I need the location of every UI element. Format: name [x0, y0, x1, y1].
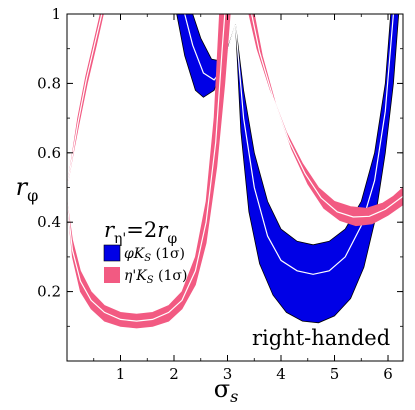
y-tick-label-0.8: 0.8 [37, 74, 61, 92]
legend-label-phiks: φKS (1σ) [124, 246, 185, 264]
plot-background [67, 14, 403, 361]
legend-label-phiks-suffix: (1σ) [151, 246, 185, 262]
legend-label-phiks-text: φK [124, 246, 146, 262]
centerline-phiks-0 [184, 14, 237, 81]
y-axis-label: rφ [16, 173, 39, 205]
band-phiks-1 [235, 14, 400, 324]
centerline-etaks-0 [67, 14, 103, 188]
legend-label-etaks-text: η'K [124, 268, 148, 284]
x-tick-label-1: 1 [116, 365, 126, 383]
legend-title-rhs-sub: φ [167, 231, 177, 247]
centerline-etaks-2 [251, 14, 403, 218]
legend-swatch-phiks [103, 244, 121, 262]
legend-label-etaks: η'KS (1σ) [124, 268, 187, 286]
legend: rη'=2rφ φKS (1σ) η'KS (1σ) [103, 218, 187, 286]
x-tick-label-4: 4 [276, 365, 286, 383]
x-tick-label-3: 3 [223, 365, 233, 383]
y-axis-label-sub: φ [27, 186, 38, 205]
y-tick-label-1: 1 [51, 5, 61, 23]
legend-title: rη'=2rφ [104, 218, 177, 247]
x-axis-label-sub: s [230, 387, 238, 406]
bands-layer [67, 14, 403, 329]
legend-title-lhs-sub: η' [114, 231, 126, 247]
y-tick-label-0.6: 0.6 [37, 144, 61, 162]
legend-label-phiks-sub: S [144, 253, 151, 264]
ticks-layer: 1 2 3 4 5 6 0.2 0.4 0.6 0.8 1 [37, 5, 403, 383]
band-etaks-0 [67, 14, 104, 188]
band-etaks-1 [67, 14, 231, 329]
x-tick-label-5: 5 [330, 365, 340, 383]
x-axis-label: σs [214, 375, 239, 406]
handedness-annotation: right-handed [252, 326, 390, 350]
legend-label-etaks-sub: S [147, 275, 154, 286]
legend-swatch-etaks [104, 267, 120, 283]
y-tick-label-0.4: 0.4 [37, 213, 61, 231]
x-tick-label-6: 6 [383, 365, 393, 383]
y-tick-label-0.2: 0.2 [37, 283, 61, 301]
legend-title-lhs: r [104, 218, 116, 242]
legend-label-etaks-suffix: (1σ) [154, 268, 188, 284]
x-axis-label-symbol: σ [214, 375, 230, 403]
legend-title-rhs: r [157, 218, 169, 242]
y-axis-label-symbol: r [16, 173, 29, 201]
x-tick-label-2: 2 [169, 365, 179, 383]
centerline-phiks-1 [234, 14, 394, 275]
centerline-etaks-1 [67, 14, 226, 322]
legend-title-eq: =2 [126, 218, 157, 242]
